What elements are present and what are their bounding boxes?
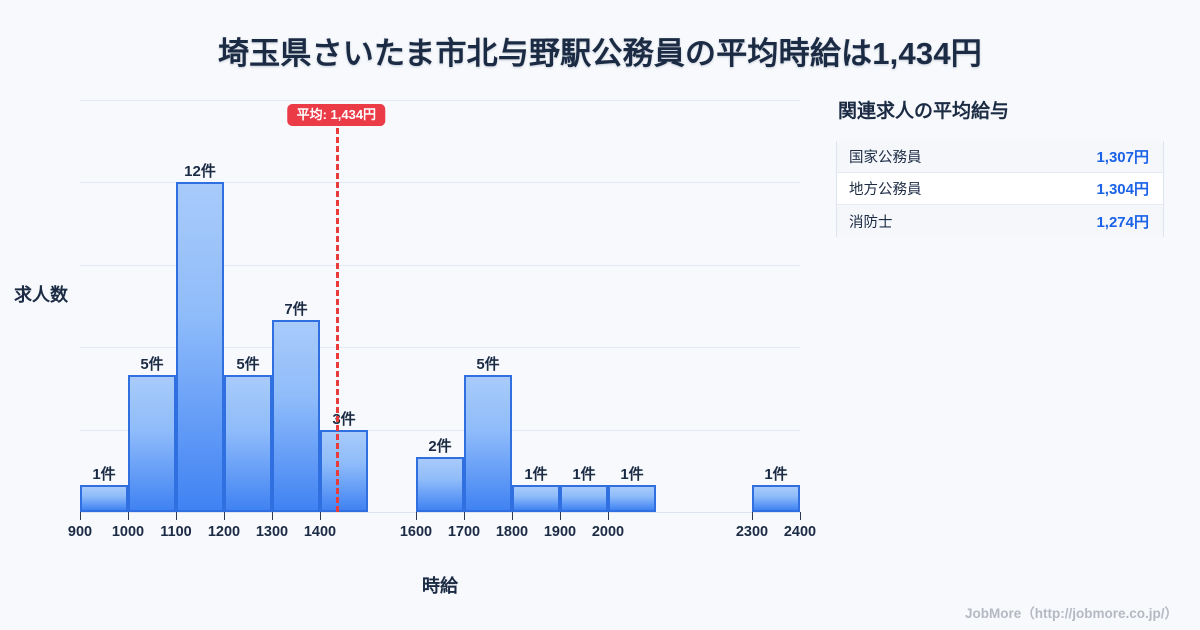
related-job-name: 国家公務員 bbox=[849, 150, 922, 166]
bar-value-label: 3件 bbox=[332, 410, 356, 428]
x-axis-tick bbox=[320, 512, 321, 520]
x-axis-tick bbox=[464, 512, 465, 520]
x-axis-tick-label: 1700 bbox=[447, 524, 481, 540]
x-axis-tick bbox=[176, 512, 177, 520]
x-axis-tick bbox=[224, 512, 225, 520]
related-job-salary: 1,274円 bbox=[1096, 213, 1149, 231]
histogram-chart: 1件 5件 12件 5件 7件 3件 2件 5件 1件 1件 1件 1件 900 1000 1100 120… bbox=[14, 100, 817, 596]
histogram-bar bbox=[464, 374, 512, 512]
x-axis-tick bbox=[512, 512, 513, 520]
average-line bbox=[336, 128, 340, 512]
x-axis-tick bbox=[80, 512, 81, 520]
related-salary-panel: 関連求人の平均給与 国家公務員 1,307円地方公務員 1,304円消防士 1,274… bbox=[836, 96, 1166, 237]
bar-value-label: 7件 bbox=[284, 300, 308, 318]
x-axis-tick-label: 900 bbox=[67, 524, 93, 540]
x-axis-tick-label: 1400 bbox=[303, 524, 337, 540]
gridline bbox=[80, 182, 800, 184]
x-axis-tick bbox=[800, 512, 801, 520]
bar-value-label: 5件 bbox=[140, 355, 164, 373]
average-badge: 平均: 1,434円 bbox=[287, 104, 386, 126]
x-axis-tick-label: 1900 bbox=[543, 524, 577, 540]
histogram-bar bbox=[560, 484, 608, 512]
table-row: 地方公務員 1,304円 bbox=[837, 173, 1163, 205]
bar-value-label: 1件 bbox=[92, 465, 116, 483]
histogram-bar bbox=[80, 484, 128, 512]
x-axis-tick-label: 1100 bbox=[160, 524, 192, 540]
histogram-bar bbox=[176, 182, 224, 512]
x-axis-tick bbox=[608, 512, 609, 520]
page-title: 埼玉県さいたま市北与野駅公務員の平均時給は1,434円 bbox=[217, 36, 983, 71]
table-row: 国家公務員 1,307円 bbox=[837, 141, 1163, 173]
related-salary-table: 国家公務員 1,307円地方公務員 1,304円消防士 1,274円 bbox=[836, 141, 1164, 237]
x-axis-tick-label: 1300 bbox=[255, 524, 289, 540]
footer-credit: JobMore（http://jobmore.co.jp/） bbox=[965, 606, 1178, 621]
y-axis-title: 求人数 bbox=[14, 285, 68, 305]
related-job-salary: 1,307円 bbox=[1096, 149, 1149, 166]
x-axis-tick-label: 1800 bbox=[495, 524, 529, 540]
bar-value-label: 5件 bbox=[476, 355, 500, 373]
x-axis-tick bbox=[272, 512, 273, 520]
histogram-bar bbox=[272, 319, 320, 512]
histogram-bar bbox=[752, 484, 800, 512]
x-axis-tick bbox=[560, 512, 561, 520]
bar-value-label: 1件 bbox=[524, 465, 548, 483]
x-axis-tick bbox=[752, 512, 753, 520]
histogram-bar bbox=[320, 429, 368, 512]
x-axis-tick bbox=[416, 512, 417, 520]
x-axis-tick-label: 2000 bbox=[591, 524, 625, 540]
x-axis-baseline bbox=[80, 512, 800, 513]
related-job-name: 消防士 bbox=[849, 214, 893, 231]
histogram-bar bbox=[512, 484, 560, 512]
related-job-salary: 1,304円 bbox=[1096, 181, 1149, 198]
x-axis-tick bbox=[128, 512, 129, 520]
bar-value-label: 1件 bbox=[620, 465, 644, 483]
gridline bbox=[80, 347, 800, 349]
table-row: 消防士 1,274円 bbox=[837, 205, 1163, 237]
gridline bbox=[80, 429, 800, 431]
related-job-name: 地方公務員 bbox=[849, 182, 922, 198]
x-axis-title: 時給 bbox=[422, 576, 458, 596]
gridline bbox=[80, 100, 800, 101]
histogram-bar bbox=[128, 374, 176, 512]
x-axis-tick-label: 1200 bbox=[207, 524, 241, 540]
x-axis-tick-label: 2300 bbox=[735, 524, 769, 540]
bar-value-label: 5件 bbox=[236, 355, 260, 373]
x-axis-tick-label: 1000 bbox=[111, 524, 145, 540]
histogram-bar bbox=[608, 484, 656, 512]
x-axis-tick-label: 2400 bbox=[783, 524, 817, 540]
related-salary-title: 関連求人の平均給与 bbox=[838, 101, 1010, 122]
x-axis-tick-label: 1600 bbox=[399, 524, 433, 540]
bar-value-label: 1件 bbox=[572, 465, 596, 483]
bar-value-label: 1件 bbox=[764, 465, 788, 483]
bar-value-label: 2件 bbox=[428, 438, 452, 456]
gridline bbox=[80, 264, 800, 266]
bar-value-label: 12件 bbox=[184, 163, 216, 181]
histogram-bar bbox=[224, 374, 272, 512]
histogram-bar bbox=[416, 457, 464, 512]
